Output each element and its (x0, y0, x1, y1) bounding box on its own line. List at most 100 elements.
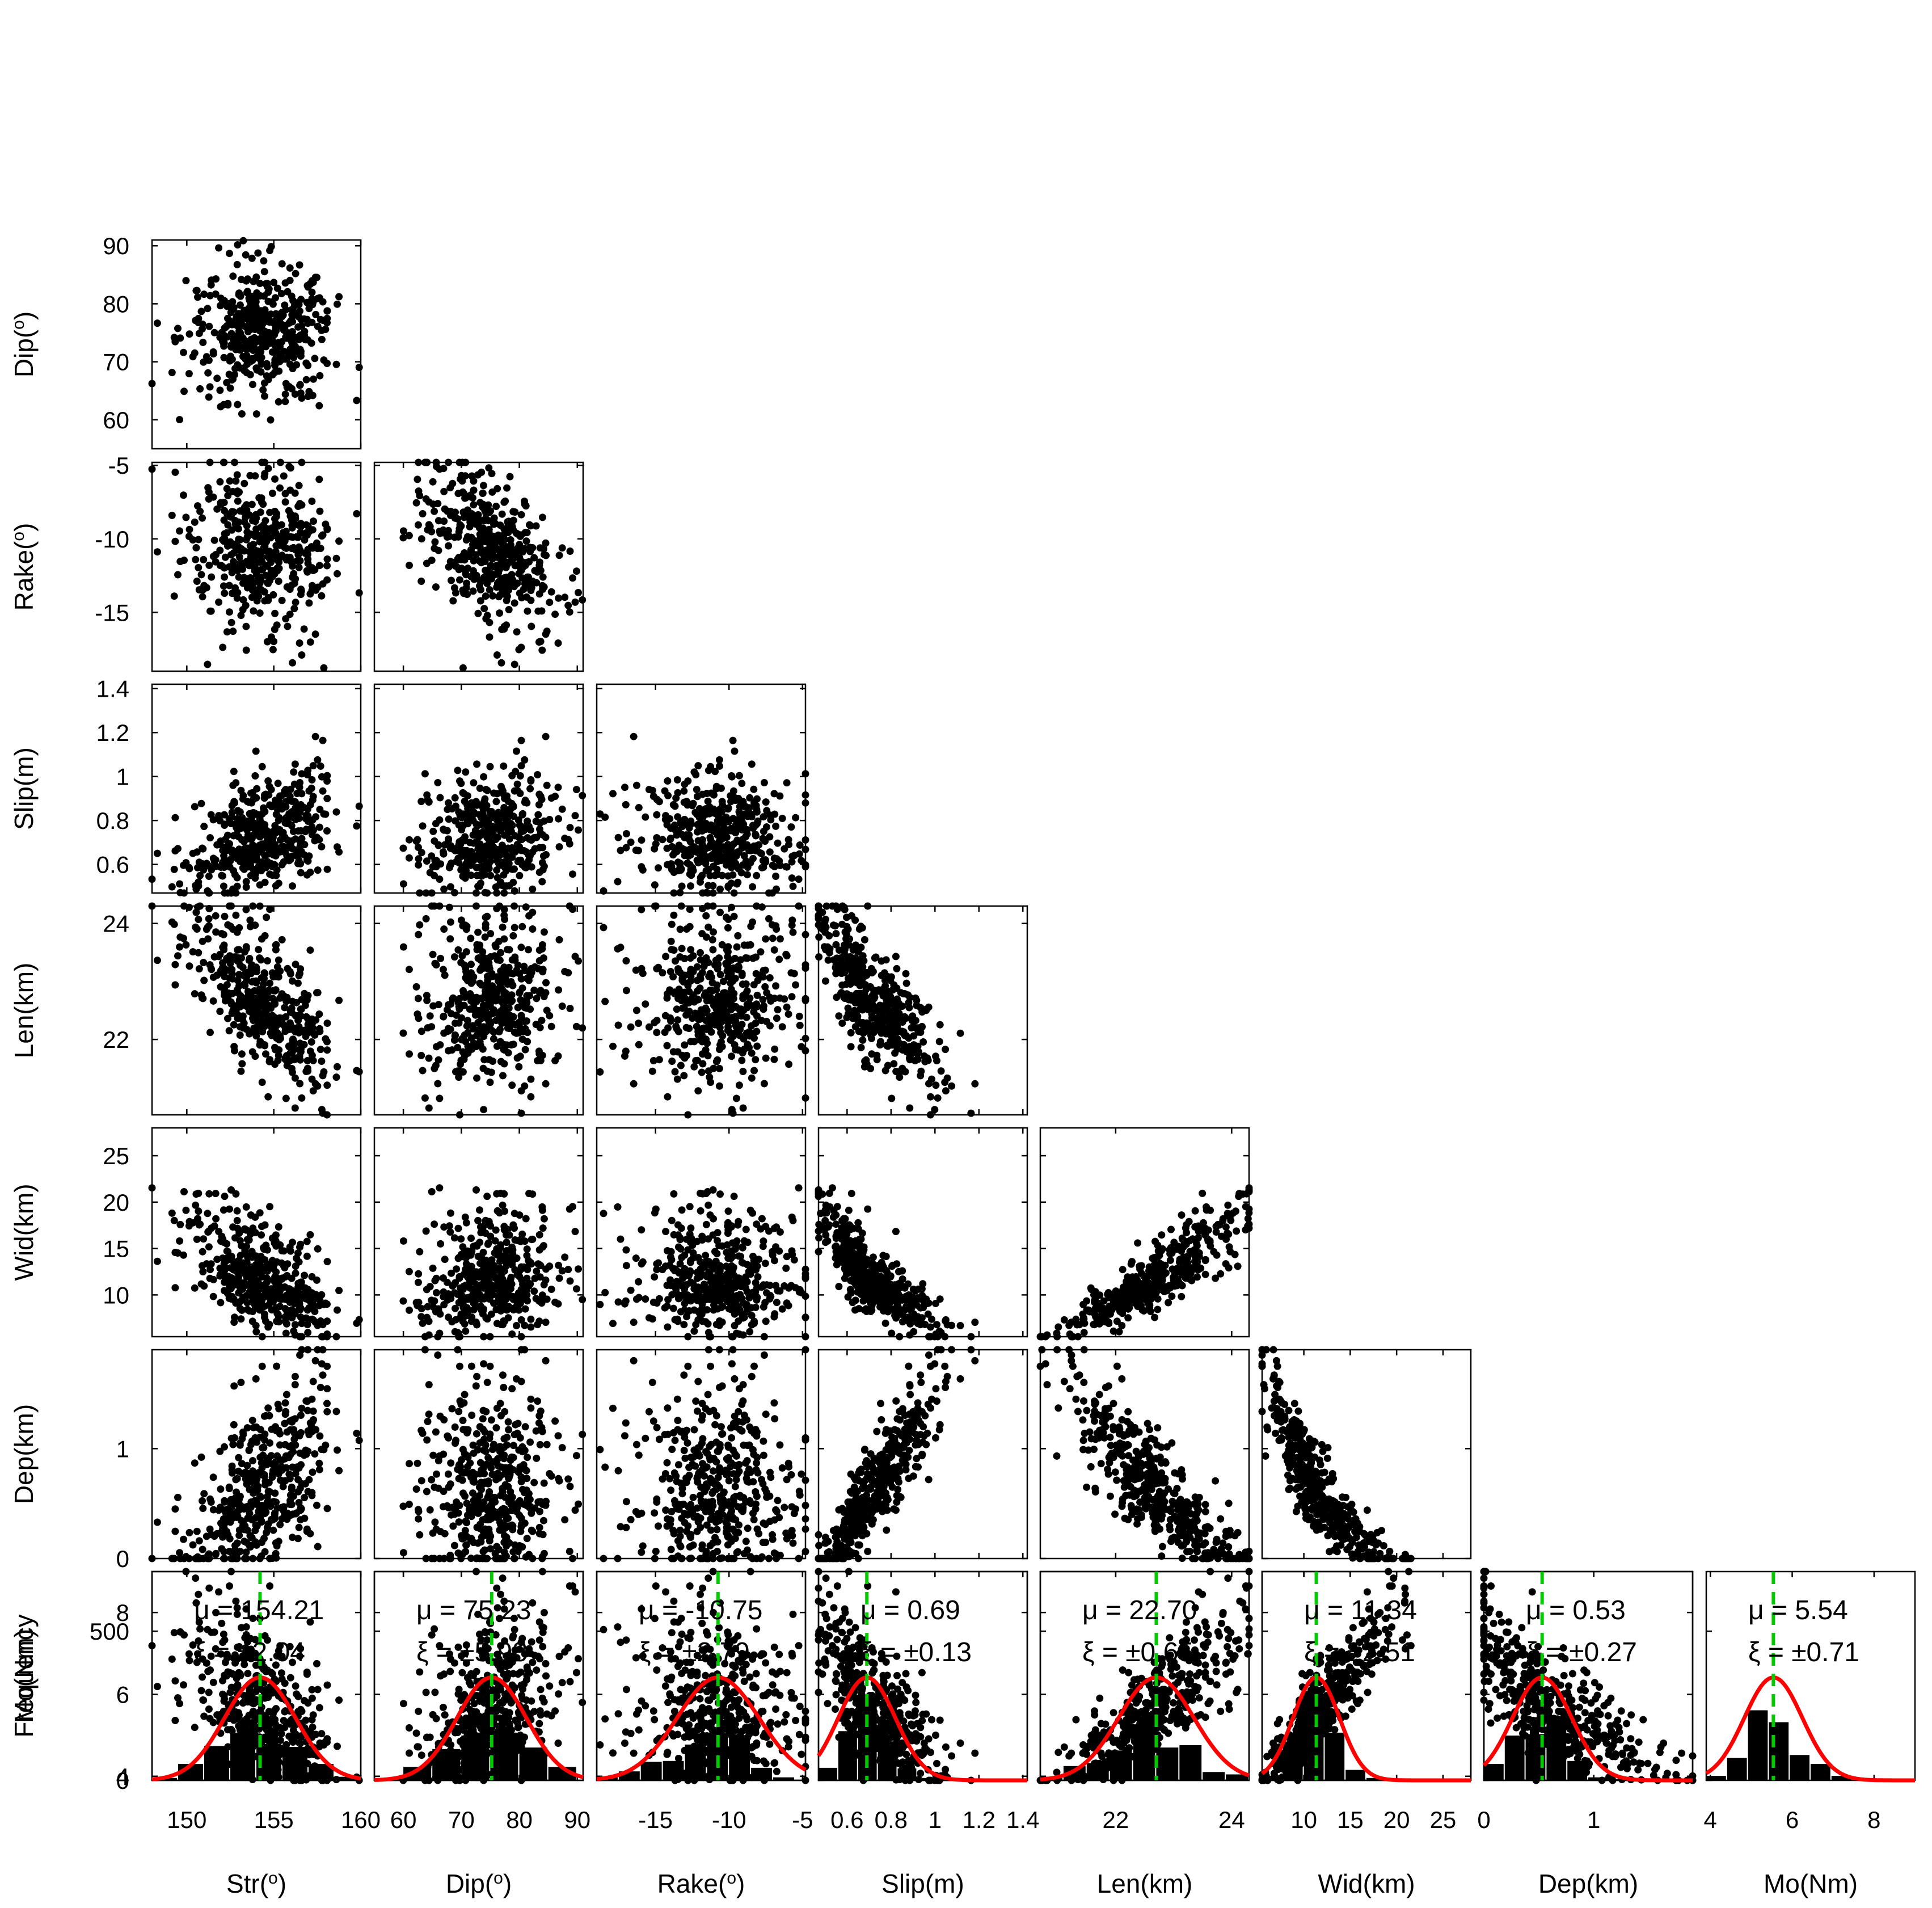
scatter-point (310, 826, 317, 834)
scatter-point (497, 659, 505, 667)
scatter-point (302, 521, 310, 529)
scatter-point (148, 902, 156, 910)
scatter-point (742, 954, 750, 962)
scatter-point (452, 589, 459, 597)
scatter-point (769, 934, 777, 942)
scatter-point (258, 974, 265, 982)
scatter-point (235, 544, 243, 551)
scatter-point (318, 843, 326, 850)
scatter-point (523, 799, 531, 807)
scatter-point (195, 1221, 203, 1229)
scatter-point (399, 880, 407, 888)
scatter-point (956, 1029, 964, 1037)
scatter-point (267, 558, 275, 566)
scatter-point (547, 588, 555, 596)
scatter-point (518, 836, 526, 844)
scatter-point (282, 380, 290, 388)
scatter-point (866, 983, 874, 991)
scatter-point (681, 1041, 689, 1049)
scatter-point (258, 848, 265, 856)
scatter-point (487, 831, 495, 839)
scatter-point (456, 1068, 464, 1075)
scatter-point (242, 251, 250, 259)
scatter-point (273, 970, 281, 978)
scatter-point (263, 363, 271, 370)
scatter-point (252, 968, 260, 976)
scatter-point (248, 999, 256, 1006)
scatter-point (223, 628, 231, 636)
scatter-point (456, 1111, 463, 1119)
scatter-point (435, 841, 442, 849)
scatter-point (752, 822, 760, 829)
scatter-point (670, 911, 678, 919)
scatter-point (452, 562, 459, 570)
scatter-point (242, 601, 250, 609)
scatter-point (771, 810, 779, 818)
scatter-point (225, 1027, 233, 1035)
scatter-point (251, 326, 259, 333)
scatter-point (332, 808, 340, 816)
scatter-point (697, 846, 705, 854)
scatter-point (725, 989, 733, 997)
scatter-point (153, 1257, 161, 1265)
scatter-point (482, 861, 490, 869)
scatter-point (300, 1041, 308, 1048)
scatter-point (474, 609, 482, 617)
scatter-point (228, 321, 236, 328)
scatter-point (436, 902, 444, 910)
scatter-point (264, 1093, 272, 1101)
scatter-point (454, 1043, 462, 1051)
scatter-point (436, 465, 444, 473)
scatter-point (511, 902, 518, 910)
scatter-point (263, 957, 271, 964)
scatter-point (296, 381, 304, 389)
scatter-point (815, 953, 823, 961)
scatter-point (281, 390, 289, 398)
scatter-point (291, 489, 299, 497)
scatter-point (273, 1034, 281, 1042)
scatter-point (774, 839, 782, 847)
scatter-point (272, 941, 280, 949)
scatter-point (280, 472, 288, 480)
scatter-point (191, 803, 199, 811)
scatter-point (526, 1005, 534, 1013)
scatter-point (269, 332, 276, 340)
scatter-point (292, 269, 299, 277)
scatter-point (246, 471, 254, 479)
scatter-panel-len-vs-dip (373, 902, 587, 1119)
scatter-point (176, 880, 184, 888)
scatter-point (528, 622, 535, 630)
scatter-point (290, 570, 298, 578)
scatter-point (726, 1029, 734, 1037)
scatter-point (664, 1024, 672, 1032)
scatter-point (444, 507, 452, 515)
scatter-point (205, 915, 213, 923)
scatter-point (445, 458, 453, 466)
scatter-point (258, 494, 265, 502)
scatter-point (200, 358, 208, 366)
scatter-point (735, 1012, 743, 1020)
scatter-point (566, 608, 573, 616)
scatter-point (290, 798, 298, 806)
scatter-point (735, 1081, 743, 1089)
scatter-point (821, 928, 829, 936)
scatter-point (785, 1060, 793, 1068)
scatter-point (244, 275, 252, 283)
scatter-point (522, 537, 530, 545)
scatter-point (902, 970, 910, 978)
scatter-point (877, 1038, 884, 1046)
scatter-point (199, 325, 206, 333)
scatter-point (743, 826, 750, 834)
scatter-point (564, 969, 572, 977)
scatter-point (520, 962, 528, 970)
scatter-point (452, 802, 459, 810)
scatter-point (564, 601, 572, 609)
scatter-point (480, 773, 488, 781)
scatter-point (663, 1042, 671, 1050)
scatter-point (294, 850, 302, 858)
scatter-point (244, 817, 252, 825)
scatter-point (355, 364, 363, 371)
scatter-point (223, 378, 231, 386)
scatter-point (243, 968, 251, 976)
scatter-point (509, 982, 517, 989)
